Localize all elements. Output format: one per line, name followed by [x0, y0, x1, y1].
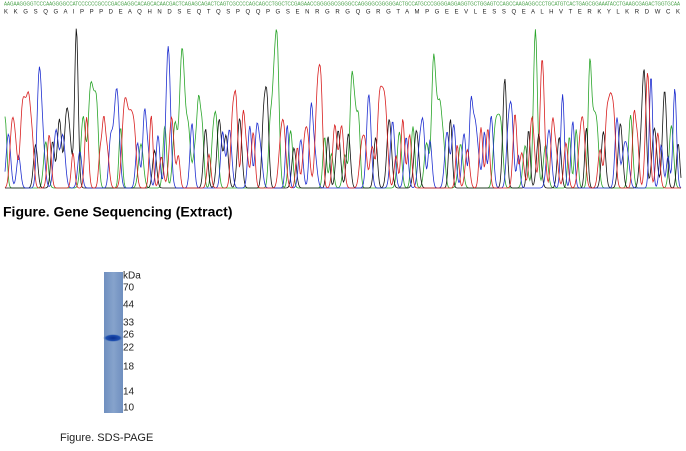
protein-sequence: K K G S Q G A I P P P D E A Q H N D S E … — [4, 10, 680, 16]
gel-lane — [104, 272, 123, 413]
marker-label: 14 — [123, 387, 135, 398]
marker-label: 33 — [123, 318, 135, 329]
sequence-caption: Figure. Gene Sequencing (Extract) — [3, 204, 233, 220]
marker-label: 26 — [123, 330, 135, 341]
marker-label: 10 — [123, 403, 135, 414]
trace — [4, 29, 681, 189]
trace — [4, 60, 681, 189]
marker-label: 44 — [123, 300, 135, 311]
chromatogram — [4, 28, 682, 189]
trace — [4, 46, 682, 189]
unit-label: kDa — [123, 271, 141, 282]
dna-sequence: AAGAAGGGGTCCCAAGGGGCCATCCCCCCGCCCGACGAGG… — [4, 1, 681, 7]
marker-label: 18 — [123, 362, 135, 373]
protein-band — [103, 334, 123, 342]
trace — [5, 28, 682, 189]
marker-label: 70 — [123, 283, 135, 294]
marker-label: 22 — [123, 343, 135, 354]
gel-caption: Figure. SDS-PAGE — [60, 432, 153, 444]
